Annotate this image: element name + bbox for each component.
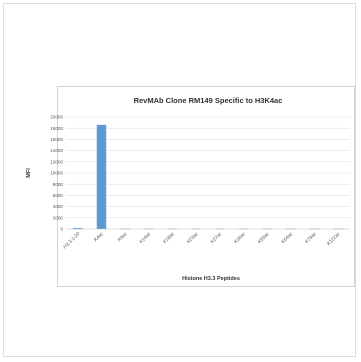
chart-title: RevMAb Clone RM149 Specific to H3K4ac — [134, 96, 283, 105]
x-tick-label: K56ac — [257, 231, 271, 245]
y-tick-label: 12000 — [50, 159, 63, 164]
y-tick-label: 16000 — [50, 137, 63, 142]
chart-panel — [57, 86, 355, 287]
y-tick-label: 4000 — [53, 204, 64, 209]
x-tick-label: K23ac — [186, 231, 200, 245]
x-tick-label: H3.3 1-20 — [62, 231, 81, 250]
y-tick-label: 2000 — [53, 215, 64, 220]
y-tick-labels: 0 2000 4000 6000 8000 10000 12000 14000 16000 180… — [50, 115, 63, 232]
x-tick-label: K27ac — [209, 231, 223, 245]
x-tick-labels: H3.3 1-20 K4ac K9ac K14ac K18ac K23ac K27ac K36… — [62, 231, 342, 251]
x-tick-label: K79ac — [304, 231, 318, 245]
x-tick-label: K14ac — [138, 231, 152, 245]
y-tick-label: 6000 — [53, 193, 64, 198]
bars — [73, 124, 343, 230]
x-tick-label: K4ac — [93, 231, 105, 243]
x-tick-label: K64ac — [280, 231, 294, 245]
x-axis-label: Histone H3.3 Peptides — [182, 276, 240, 282]
x-tick-label: K122ac — [326, 231, 342, 247]
x-tick-label: K9ac — [117, 231, 129, 243]
bar — [73, 227, 83, 229]
y-tick-label: 20000 — [50, 115, 63, 120]
y-tick-label: 14000 — [50, 148, 63, 153]
y-tick-label: 18000 — [50, 126, 63, 131]
y-tick-label: 0 — [60, 227, 63, 232]
y-tick-label: 8000 — [53, 182, 64, 187]
x-tick-label: K18ac — [162, 231, 176, 245]
y-tick-label: 10000 — [50, 171, 63, 176]
bar — [96, 124, 107, 229]
y-axis-label: MFI — [26, 168, 32, 178]
x-tick-label: K36ac — [233, 231, 247, 245]
gridlines — [66, 116, 350, 219]
